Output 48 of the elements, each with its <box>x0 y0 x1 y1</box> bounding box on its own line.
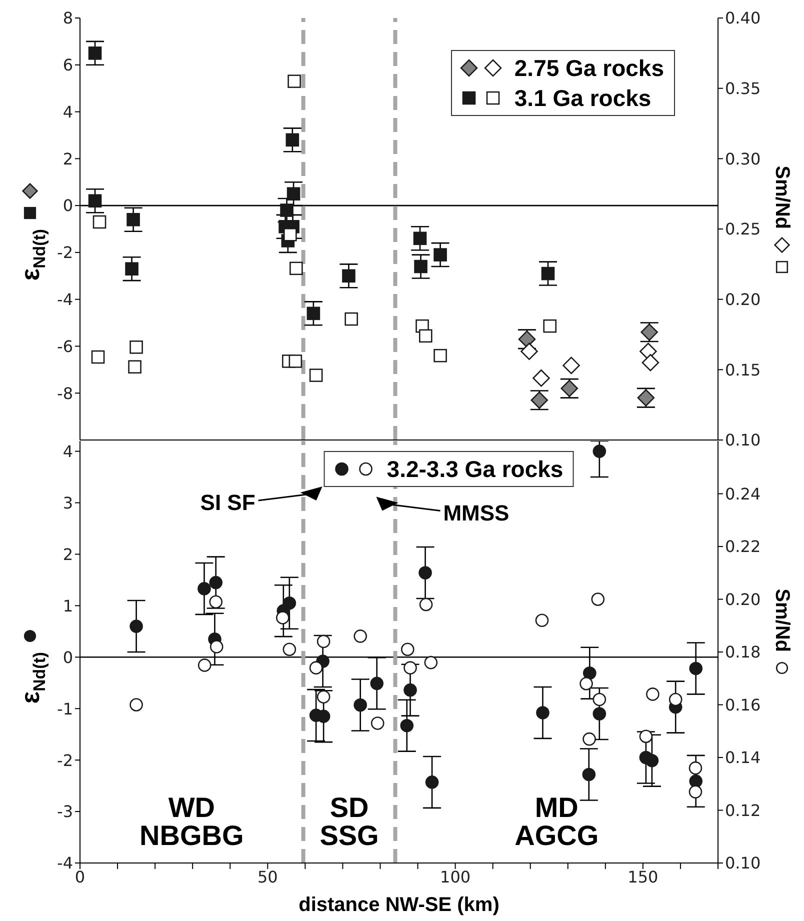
y-tick-label: 6 <box>62 56 73 75</box>
y-tick-label: 4 <box>62 102 73 122</box>
y2-tick-label: 0.12 <box>725 800 761 820</box>
annotation: SI SF <box>200 490 256 515</box>
y-tick-label: -2 <box>57 750 73 770</box>
y-tick-label: -8 <box>57 384 73 403</box>
y2-tick-label: 0.40 <box>725 8 761 28</box>
y2-axis-title: Sm/Nd <box>771 166 793 229</box>
legend-label: 3.2-3.3 Ga rocks <box>386 455 564 484</box>
legend-label: 2.75 Ga rocks <box>514 54 664 83</box>
y2-tick-label: 0.10 <box>725 854 761 873</box>
y-tick-label: 3 <box>62 493 73 512</box>
legend-label: 3.1 Ga rocks <box>514 84 652 113</box>
y2-tick-label: 0.20 <box>725 590 761 609</box>
y2-tick-label: 0.10 <box>725 430 761 450</box>
y2-tick-label: 0.24 <box>725 484 761 504</box>
y2-axis-title: Sm/Nd <box>771 588 793 652</box>
x-tick-label: 150 <box>628 867 658 886</box>
y2-tick-label: 0.16 <box>725 695 761 714</box>
annotation: WD NBGBG <box>140 791 244 850</box>
y-tick-label: -3 <box>57 802 73 822</box>
annotation: MD AGCG <box>514 791 599 850</box>
y-tick-label: -1 <box>57 699 73 718</box>
y-tick-label: 2 <box>62 544 73 564</box>
y2-tick-label: 0.30 <box>725 149 761 168</box>
annotation: MMSS <box>443 500 510 526</box>
x-tick-label: 50 <box>257 867 278 886</box>
y-tick-label: -6 <box>57 336 73 356</box>
y-tick-label: 0 <box>62 196 73 216</box>
x-axis-title: distance NW-SE (km) <box>298 894 500 916</box>
y2-tick-label: 0.35 <box>725 79 761 98</box>
x-tick-label: 0 <box>74 867 86 886</box>
y2-tick-label: 0.20 <box>725 290 761 310</box>
y-tick-label: 8 <box>62 8 73 28</box>
y-tick-label: 1 <box>62 596 73 616</box>
y2-tick-label: 0.18 <box>725 642 761 662</box>
y2-tick-label: 0.25 <box>725 220 761 239</box>
y-tick-label: -4 <box>57 290 73 310</box>
y2-tick-label: 0.15 <box>725 360 761 380</box>
y2-tick-label: 0.14 <box>725 748 761 768</box>
y-tick-label: -4 <box>57 854 73 873</box>
annotation: SD SSG <box>320 791 379 850</box>
y2-tick-label: 0.22 <box>725 537 761 556</box>
y-tick-label: 4 <box>62 442 73 461</box>
x-tick-label: 100 <box>440 867 471 886</box>
y-tick-label: 2 <box>62 149 73 168</box>
y-tick-label: -2 <box>57 243 73 262</box>
y-tick-label: 0 <box>62 648 73 667</box>
